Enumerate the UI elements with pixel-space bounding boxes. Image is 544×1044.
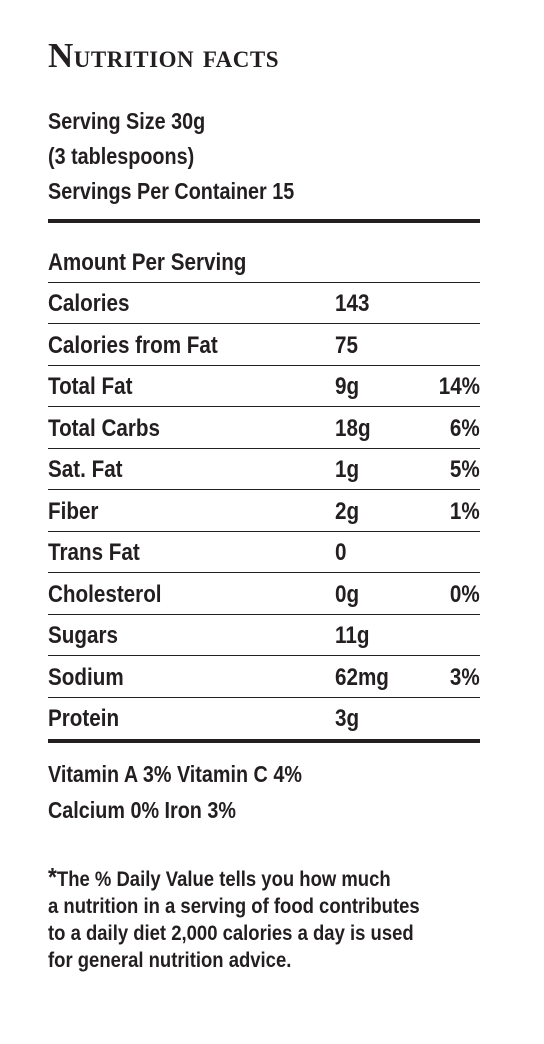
vitamins-block: Vitamin A 3% Vitamin C 4% Calcium 0% Iro… xyxy=(48,756,343,828)
nutrient-label: Sugars xyxy=(48,622,118,649)
nutrient-amount: 75 xyxy=(335,331,358,359)
nutrient-row: Cholesterol 0g 0% xyxy=(48,574,480,615)
nutrient-label: Total Carbs xyxy=(48,414,161,442)
nutrient-row: Sat. Fat 1g 5% xyxy=(48,449,480,490)
nutrient-amount: 143 xyxy=(335,290,370,317)
nutrient-amount: 18g xyxy=(335,414,371,442)
nutrient-row: Protein 3g xyxy=(48,698,480,739)
nutrient-daily-value: 0% xyxy=(450,580,480,608)
nutrient-daily-value: 3% xyxy=(450,663,480,691)
nutrient-row: Total Carbs 18g 6% xyxy=(48,408,480,449)
nutrient-amount: 0g xyxy=(335,580,360,608)
nutrient-amount: 0 xyxy=(335,539,347,566)
nutrient-amount: 2g xyxy=(335,497,360,525)
footnote-line-1: *The % Daily Value tells you how much xyxy=(48,864,462,893)
title-rest: utrition facts xyxy=(73,39,280,75)
nutrient-row: Sodium 62mg 3% xyxy=(48,657,480,698)
serving-size: Serving Size 30g xyxy=(48,108,206,134)
top-thick-rule xyxy=(48,219,480,223)
nutrient-label: Trans Fat xyxy=(48,539,140,566)
nutrient-row: Calories from Fat 75 xyxy=(48,325,480,366)
footnote-line-3: to a daily diet 2,000 calories a day is … xyxy=(48,922,414,945)
footnote-text-1: The % Daily Value tells you how much xyxy=(56,868,391,891)
amount-header: Amount Per Serving xyxy=(48,249,247,276)
footnote-line-2: a nutrition in a serving of food contrib… xyxy=(48,895,420,918)
nutrient-daily-value: 5% xyxy=(450,456,480,483)
serving-info: Serving Size 30g (3 tablespoons) Serving… xyxy=(48,104,334,209)
title-initial: N xyxy=(48,36,74,75)
nutrient-row: Calories 143 xyxy=(48,283,480,324)
nutrient-label: Calories xyxy=(48,290,130,317)
footnote: *The % Daily Value tells you how much a … xyxy=(48,864,518,974)
nutrient-amount: 3g xyxy=(335,705,360,732)
footnote-line-4: for general nutrition advice. xyxy=(48,949,292,972)
vitamins-line-1: Vitamin A 3% Vitamin C 4% xyxy=(48,761,302,787)
vitamins-line-2: Calcium 0% Iron 3% xyxy=(48,797,236,823)
nutrient-label: Cholesterol xyxy=(48,580,162,608)
nutrient-row: Trans Fat 0 xyxy=(48,532,480,573)
nutrient-daily-value: 14% xyxy=(438,373,480,400)
nutrient-label: Total Fat xyxy=(48,373,133,400)
nutrient-label: Protein xyxy=(48,705,120,732)
nutrient-daily-value: 6% xyxy=(450,414,480,442)
footnote-star: * xyxy=(48,862,57,892)
bottom-thick-rule xyxy=(48,739,480,743)
nutrient-row: Fiber 2g 1% xyxy=(48,491,480,532)
nutrient-row: Sugars 11g xyxy=(48,615,480,656)
nutrient-amount: 11g xyxy=(335,622,370,649)
amount-header-row: Amount Per Serving xyxy=(48,242,480,283)
nutrient-label: Sat. Fat xyxy=(48,456,123,483)
serving-size-detail: (3 tablespoons) xyxy=(48,143,195,169)
nutrient-amount: 9g xyxy=(335,373,360,400)
nutrient-amount: 1g xyxy=(335,456,360,483)
nutrient-label: Sodium xyxy=(48,663,124,691)
nutrient-label: Fiber xyxy=(48,497,99,525)
label-title: Nutrition facts xyxy=(48,36,279,76)
nutrient-row: Total Fat 9g 14% xyxy=(48,366,480,407)
servings-per-container: Servings Per Container 15 xyxy=(48,178,295,204)
nutrient-daily-value: 1% xyxy=(450,497,480,525)
nutrient-label: Calories from Fat xyxy=(48,331,218,359)
nutrient-amount: 62mg xyxy=(335,663,389,691)
